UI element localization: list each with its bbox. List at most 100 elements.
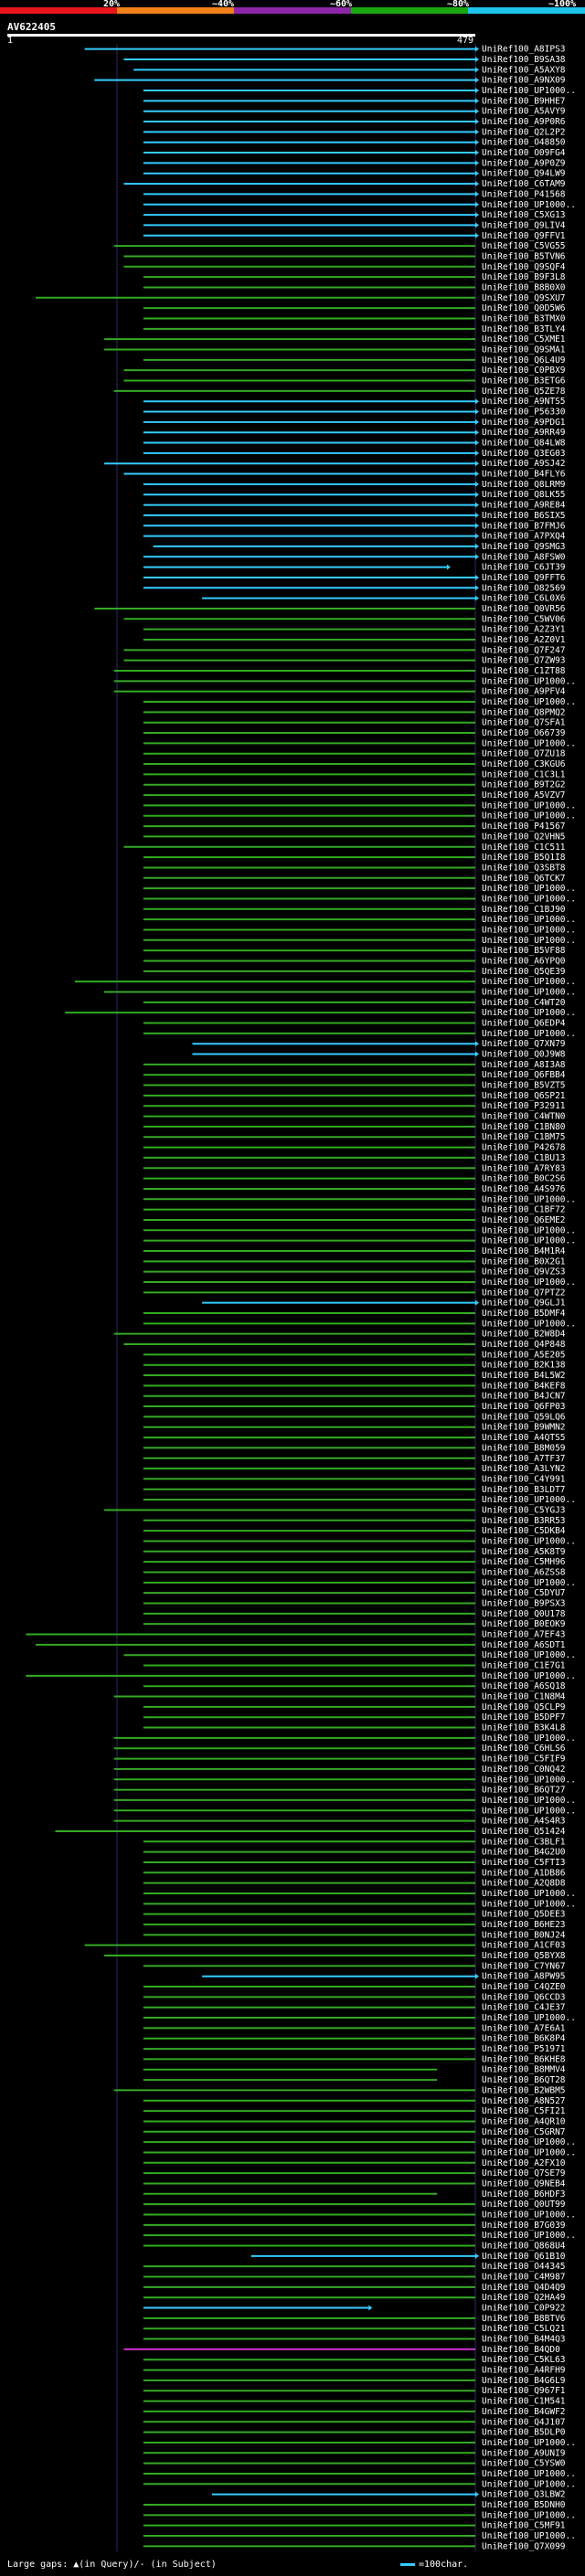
hit-row[interactable]: UniRef100_A9P0Z9 [143,158,566,168]
hit-row[interactable]: UniRef100_B6QT27 [113,1786,566,1796]
hit-label[interactable]: UniRef100_P51971 [482,2044,566,2054]
hit-label[interactable]: UniRef100_B2K138 [482,1361,566,1371]
hit-row[interactable]: UniRef100_A4RFH9 [143,2366,566,2376]
hit-row[interactable]: UniRef100_UP1000.. [143,2469,576,2479]
hit-row[interactable]: UniRef100_Q5CLP9 [143,1702,566,1712]
hit-row[interactable]: UniRef100_B8MMV4 [143,2065,566,2075]
hit-label[interactable]: UniRef100_A9RR49 [482,428,566,438]
hit-label[interactable]: UniRef100_B8MMV4 [482,2065,566,2075]
hit-label[interactable]: UniRef100_Q6FP03 [482,1402,566,1412]
hit-row[interactable]: UniRef100_Q8LRM9 [143,480,566,490]
hit-row[interactable]: UniRef100_B6K8P4 [143,2034,566,2044]
hit-label[interactable]: UniRef100_P42678 [482,1143,566,1153]
hit-row[interactable]: UniRef100_Q7SE79 [143,2168,566,2178]
hit-row[interactable]: UniRef100_UP1000.. [143,2231,576,2241]
hit-row[interactable]: UniRef100_Q2VHN5 [143,832,566,842]
hit-row[interactable]: UniRef100_UP1000.. [143,1536,576,1546]
hit-row[interactable]: UniRef100_A8IPS3 [84,45,566,55]
hit-label[interactable]: UniRef100_Q3EG03 [482,449,566,459]
hit-row[interactable]: UniRef100_Q9FFV1 [143,231,566,241]
hit-label[interactable]: UniRef100_B9HHE7 [482,96,566,106]
hit-label[interactable]: UniRef100_A9NTS5 [482,397,566,407]
hit-label[interactable]: UniRef100_C7YN67 [482,1961,566,1971]
hit-row[interactable]: UniRef100_C4QZE0 [143,1982,566,1992]
hit-row[interactable]: UniRef100_C1BF72 [143,1205,566,1215]
hit-label[interactable]: UniRef100_Q4P848 [482,1340,566,1350]
hit-label[interactable]: UniRef100_UP1000.. [482,1194,576,1204]
hit-label[interactable]: UniRef100_C6L0X6 [482,594,566,604]
hit-label[interactable]: UniRef100_UP1000.. [482,2231,576,2241]
hit-label[interactable]: UniRef100_C1BF72 [482,1205,566,1215]
hit-label[interactable]: UniRef100_C3KGU6 [482,759,566,769]
hit-row[interactable]: UniRef100_Q9FFT6 [143,573,566,583]
hit-label[interactable]: UniRef100_Q2VHN5 [482,832,566,842]
hit-label[interactable]: UniRef100_UP1000.. [482,1578,576,1588]
hit-row[interactable]: UniRef100_Q6SP21 [143,1091,566,1101]
hit-row[interactable]: UniRef100_B3LDT7 [143,1485,566,1495]
hit-row[interactable]: UniRef100_B6HE23 [143,1920,566,1930]
hit-row[interactable]: UniRef100_UP1000.. [143,697,576,707]
hit-label[interactable]: UniRef100_Q6EME2 [482,1215,566,1225]
hit-row[interactable]: UniRef100_UP1000.. [143,2210,576,2220]
hit-row[interactable]: UniRef100_UP1000.. [143,1236,576,1246]
hit-row[interactable]: UniRef100_C5FI21 [143,2106,566,2116]
hit-label[interactable]: UniRef100_Q7F247 [482,645,566,655]
hit-label[interactable]: UniRef100_UP1000.. [482,1225,576,1235]
hit-label[interactable]: UniRef100_Q94LW9 [482,169,566,179]
hit-label[interactable]: UniRef100_UP1000.. [482,977,576,987]
hit-label[interactable]: UniRef100_B7FMJ6 [482,521,566,531]
hit-label[interactable]: UniRef100_B0NJ24 [482,1930,566,1940]
hit-label[interactable]: UniRef100_B6QT28 [482,2075,566,2085]
hit-row[interactable]: UniRef100_Q61B10 [250,2252,566,2262]
hit-label[interactable]: UniRef100_Q7PTZ2 [482,1288,566,1298]
hit-row[interactable]: UniRef100_UP1000.. [113,1733,576,1744]
hit-label[interactable]: UniRef100_C1E7G1 [482,1661,566,1671]
hit-row[interactable]: UniRef100_O44345 [143,2262,566,2272]
hit-row[interactable]: UniRef100_Q51424 [55,1827,566,1837]
hit-label[interactable]: UniRef100_UP1000.. [482,738,576,748]
hit-row[interactable]: UniRef100_A8PW95 [202,1972,566,1982]
hit-row[interactable]: UniRef100_UP1000.. [143,915,576,925]
hit-label[interactable]: UniRef100_Q6TCK7 [482,874,566,884]
hit-label[interactable]: UniRef100_A9SJ42 [482,459,566,469]
hit-label[interactable]: UniRef100_B3K4L8 [482,1723,566,1733]
hit-label[interactable]: UniRef100_B5DPF7 [482,1712,566,1723]
hit-label[interactable]: UniRef100_C0NQ42 [482,1765,566,1775]
hit-label[interactable]: UniRef100_C1BM75 [482,1132,566,1142]
hit-label[interactable]: UniRef100_C5YSW0 [482,2459,566,2469]
hit-label[interactable]: UniRef100_A9P0Z9 [482,158,566,168]
hit-label[interactable]: UniRef100_P56330 [482,408,566,418]
hit-row[interactable]: UniRef100_C0NQ42 [113,1765,566,1775]
hit-label[interactable]: UniRef100_B6KHE8 [482,2054,566,2064]
hit-label[interactable]: UniRef100_A1CF03 [482,1941,566,1951]
hit-row[interactable]: UniRef100_A8FSW0 [143,552,566,562]
hit-row[interactable]: UniRef100_B3RR53 [143,1516,566,1526]
hit-row[interactable]: UniRef100_B8B0X0 [143,282,566,292]
hit-label[interactable]: UniRef100_A7TF37 [482,1454,566,1464]
hit-row[interactable]: UniRef100_C1BU13 [143,1153,566,1163]
hit-row[interactable]: UniRef100_C1BM75 [143,1132,566,1142]
hit-row[interactable]: UniRef100_Q0D5W6 [143,303,566,313]
hit-row[interactable]: UniRef100_Q7XN79 [192,1039,566,1049]
hit-row[interactable]: UniRef100_A2Q8D8 [143,1879,566,1889]
hit-row[interactable]: UniRef100_Q5ZE78 [113,387,566,397]
hit-row[interactable]: UniRef100_B4JCN7 [143,1392,566,1402]
hit-label[interactable]: UniRef100_B4G6L9 [482,2376,566,2386]
hit-row[interactable]: UniRef100_C6TAM9 [123,179,566,189]
hit-row[interactable]: UniRef100_UP1000.. [74,977,576,987]
hit-label[interactable]: UniRef100_UP1000.. [482,2438,576,2448]
hit-row[interactable]: UniRef100_A9SJ42 [104,459,566,469]
hit-label[interactable]: UniRef100_C5GRN7 [482,2127,566,2137]
hit-row[interactable]: UniRef100_Q5BYX8 [104,1951,566,1961]
hit-row[interactable]: UniRef100_UP1000.. [143,86,576,96]
hit-row[interactable]: UniRef100_A5AXY8 [133,65,566,75]
hit-label[interactable]: UniRef100_Q84LW8 [482,439,566,449]
hit-label[interactable]: UniRef100_C1BU13 [482,1153,566,1163]
hit-label[interactable]: UniRef100_A6SQ18 [482,1681,566,1691]
hit-label[interactable]: UniRef100_Q51424 [482,1827,566,1837]
hit-label[interactable]: UniRef100_C1BJ90 [482,905,566,915]
hit-label[interactable]: UniRef100_C5FI21 [482,2106,566,2116]
hit-label[interactable]: UniRef100_Q6EDP4 [482,1019,566,1029]
hit-row[interactable]: UniRef100_UP1000.. [143,2137,576,2147]
hit-label[interactable]: UniRef100_A4QTS5 [482,1433,566,1443]
